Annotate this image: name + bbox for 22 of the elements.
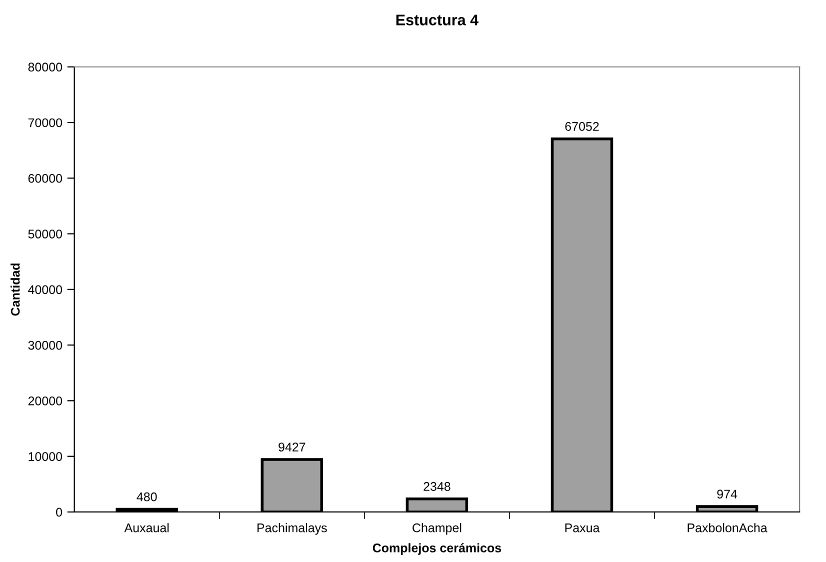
x-tick-label: Auxaual <box>124 523 169 532</box>
y-tick-label: 50000 <box>28 230 62 238</box>
x-tick-label: Paxua <box>565 524 600 532</box>
x-tick-label: Champel <box>412 523 462 535</box>
y-tick-label: 80000 <box>28 62 62 72</box>
data-label: 67052 <box>565 122 599 131</box>
y-tick-label: 10000 <box>28 452 62 461</box>
y-tick-label: 0 <box>56 508 62 517</box>
data-label: 480 <box>136 492 157 502</box>
x-tick-label: Pachimalays <box>258 523 327 535</box>
chart-title: Estuctura 4 <box>396 14 478 26</box>
y-tick-label: 30000 <box>28 340 62 350</box>
y-tick-label: 40000 <box>28 285 62 294</box>
data-label: 9427 <box>278 442 306 452</box>
y-tick-label: 20000 <box>28 396 62 406</box>
x-tick-label: PaxbolonAcha <box>688 523 768 532</box>
y-tick-label: 60000 <box>28 174 62 183</box>
y-tick-label: 70000 <box>28 118 62 128</box>
data-label: 974 <box>717 490 738 499</box>
x-axis-title: Complejos cerámicos <box>372 543 502 555</box>
data-label: 2348 <box>424 482 450 491</box>
y-axis-title: Cantidad <box>10 264 20 316</box>
